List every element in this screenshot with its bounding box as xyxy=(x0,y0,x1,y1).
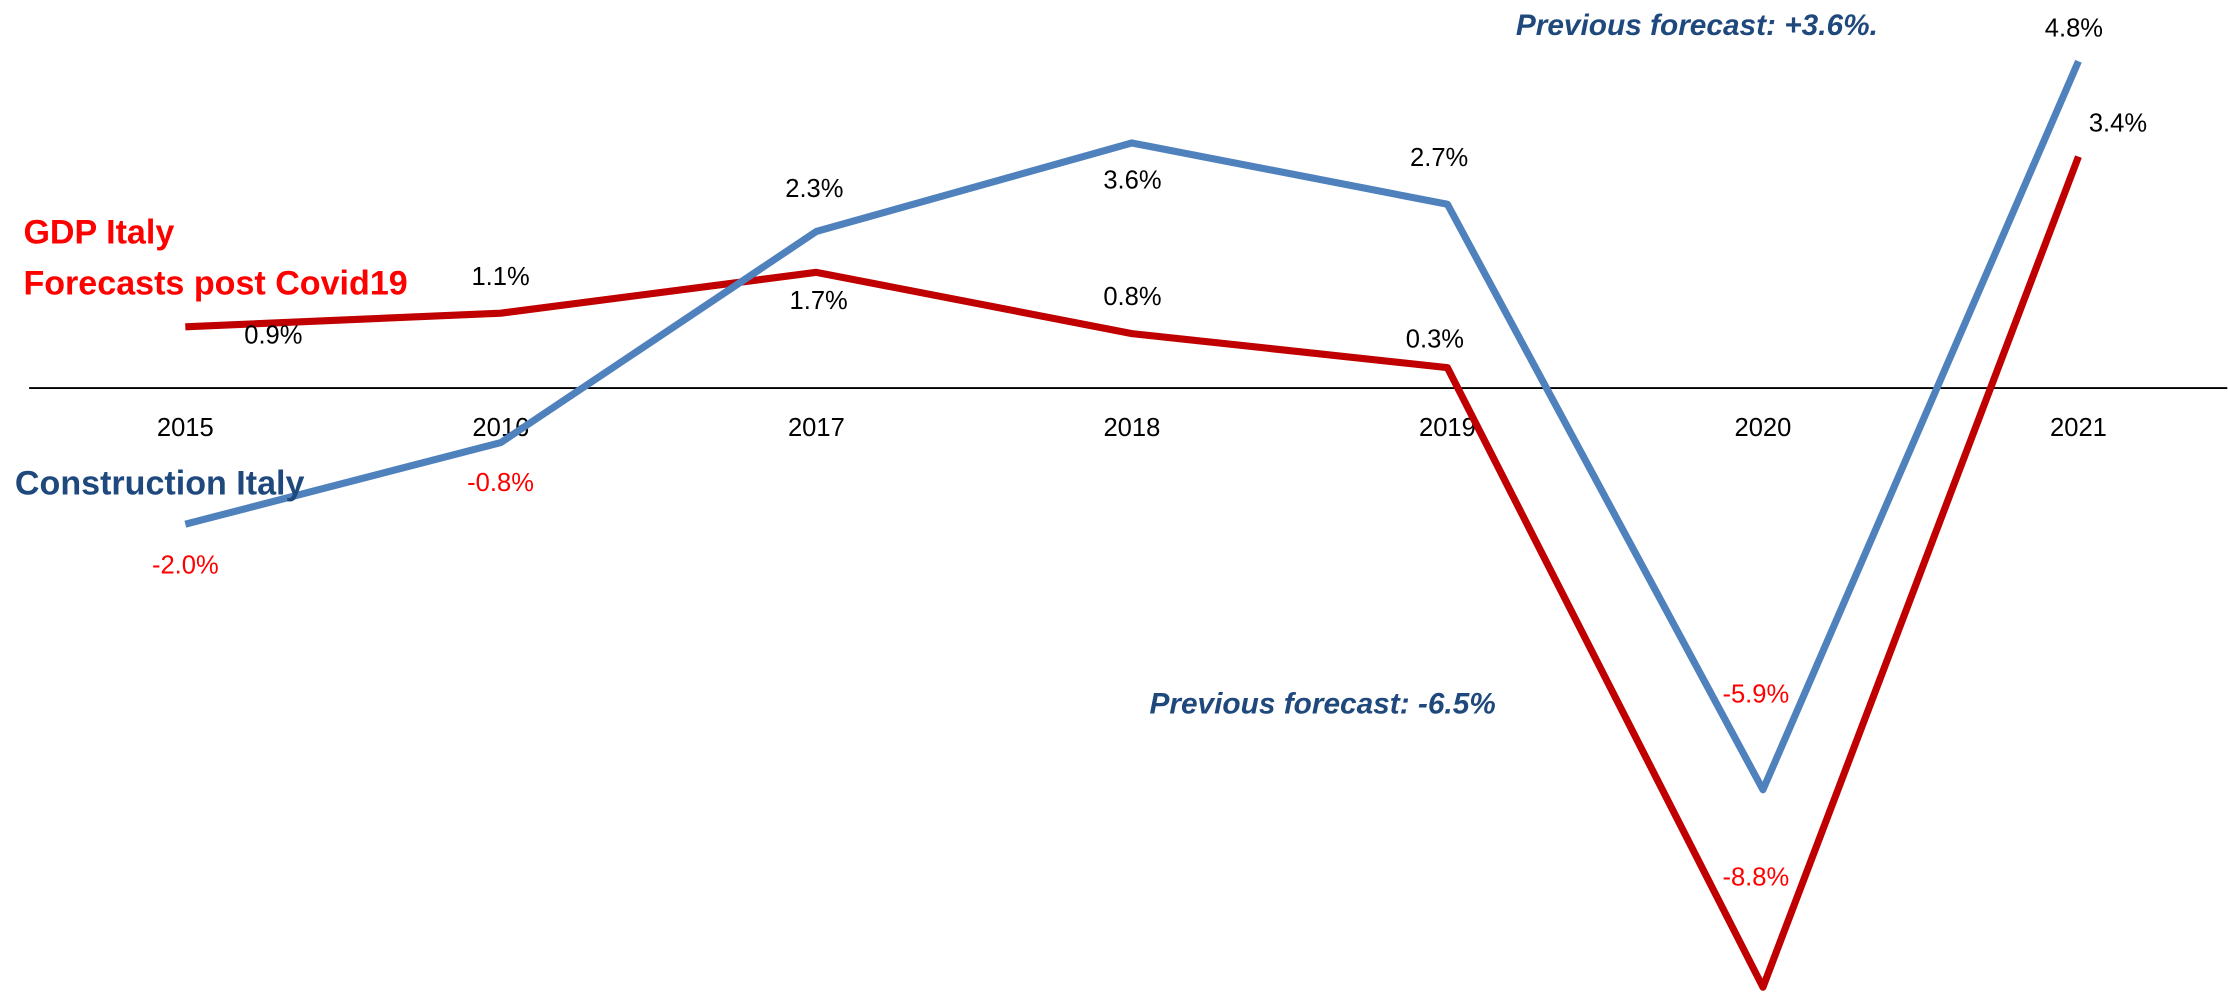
x-tick-label: 2021 xyxy=(2050,414,2107,442)
data-label: -8.8% xyxy=(1722,864,1789,892)
data-label: 2.3% xyxy=(785,175,843,203)
x-tick-label: 2018 xyxy=(1103,414,1160,442)
annotation: Previous forecast: +3.6%. xyxy=(1516,9,1878,42)
data-label: 2.7% xyxy=(1410,144,1468,172)
data-label: 0.8% xyxy=(1103,283,1161,311)
legend-label: GDP Italy xyxy=(23,213,174,251)
data-label: -5.9% xyxy=(1722,681,1789,709)
data-label: -2.0% xyxy=(152,551,219,579)
data-label: 0.3% xyxy=(1406,326,1464,354)
x-tick-label: 2019 xyxy=(1419,414,1476,442)
x-tick-label: 2017 xyxy=(788,414,845,442)
data-label: 1.1% xyxy=(471,263,529,291)
series-line xyxy=(184,59,2082,794)
x-tick-label: 2020 xyxy=(1735,414,1792,442)
data-label: 0.9% xyxy=(244,321,302,349)
series-line xyxy=(185,155,2082,991)
legend-label: Construction Italy xyxy=(15,465,305,503)
data-label: -0.8% xyxy=(467,469,534,497)
series-note: Forecasts post Covid19 xyxy=(23,264,407,302)
annotation: Previous forecast: -6.5% xyxy=(1149,688,1495,721)
data-label: 3.6% xyxy=(1103,167,1161,195)
data-label: 3.4% xyxy=(2089,110,2147,138)
data-label: 4.8% xyxy=(2045,15,2103,43)
x-tick-label: 2015 xyxy=(157,414,214,442)
data-label: 1.7% xyxy=(790,287,848,315)
